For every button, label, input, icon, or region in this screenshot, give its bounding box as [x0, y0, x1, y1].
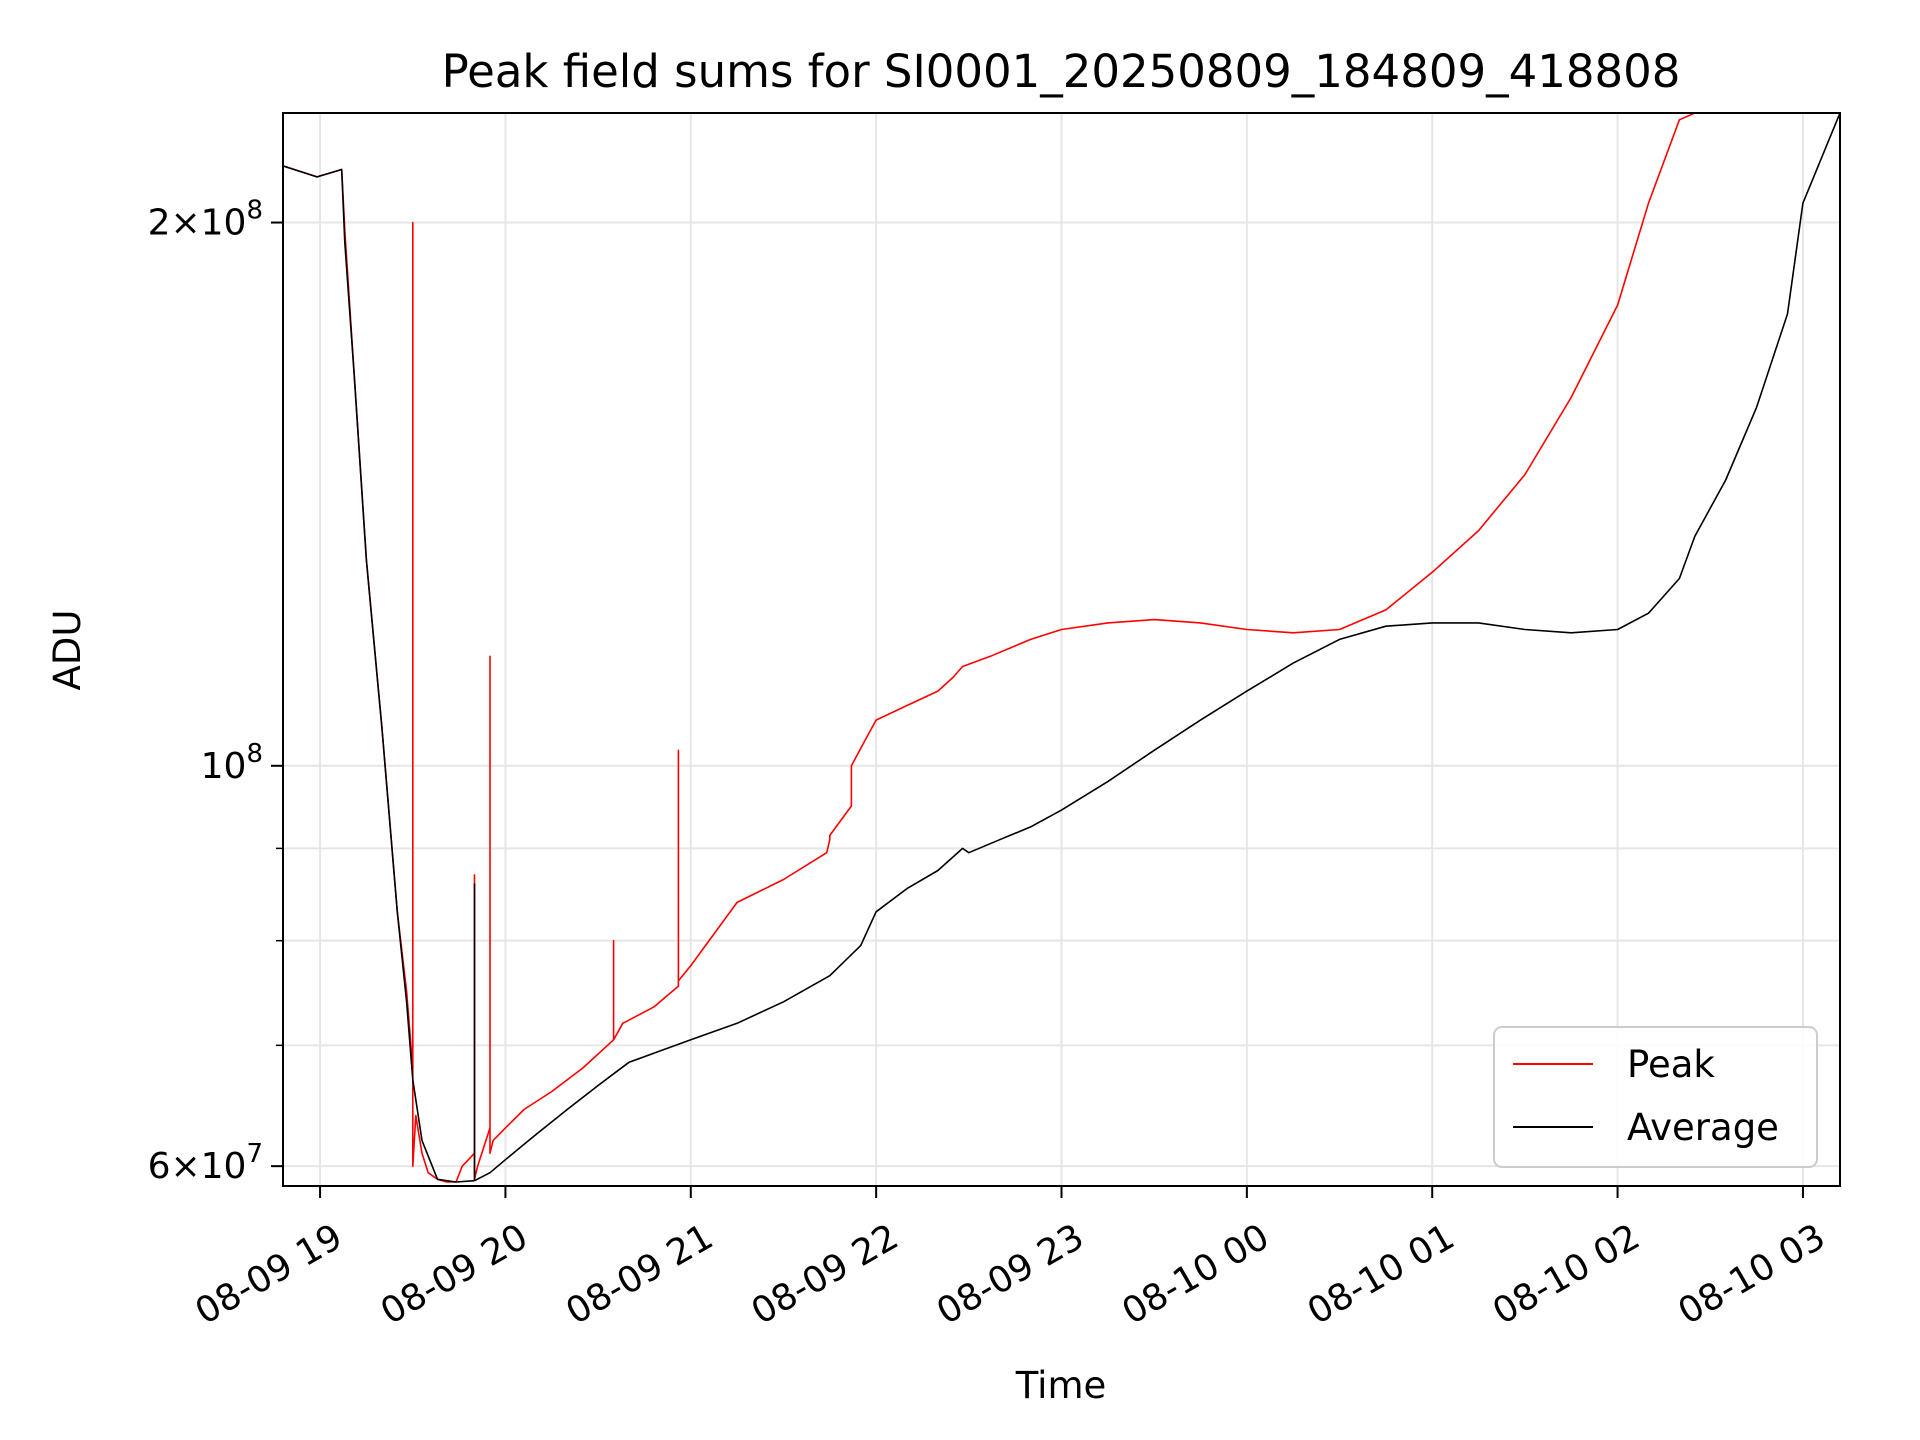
chart-title: Peak field sums for SI0001_20250809_1848…: [442, 45, 1681, 98]
y-axis-label: ADU: [46, 610, 89, 691]
x-axis-label: Time: [1015, 1364, 1107, 1407]
legend-label-peak: Peak: [1627, 1043, 1715, 1086]
y-tick-label: 108: [201, 739, 263, 787]
legend: Peak Average: [1493, 1026, 1818, 1168]
legend-box: [1493, 1026, 1818, 1168]
y-tick-label: 6×107: [148, 1139, 263, 1187]
y-tick-label: 2×108: [148, 196, 263, 244]
series-line-average: [283, 113, 1840, 1183]
legend-label-average: Average: [1627, 1106, 1779, 1149]
series-line-peak: [283, 113, 1840, 1183]
series-layer: [283, 113, 1840, 1183]
